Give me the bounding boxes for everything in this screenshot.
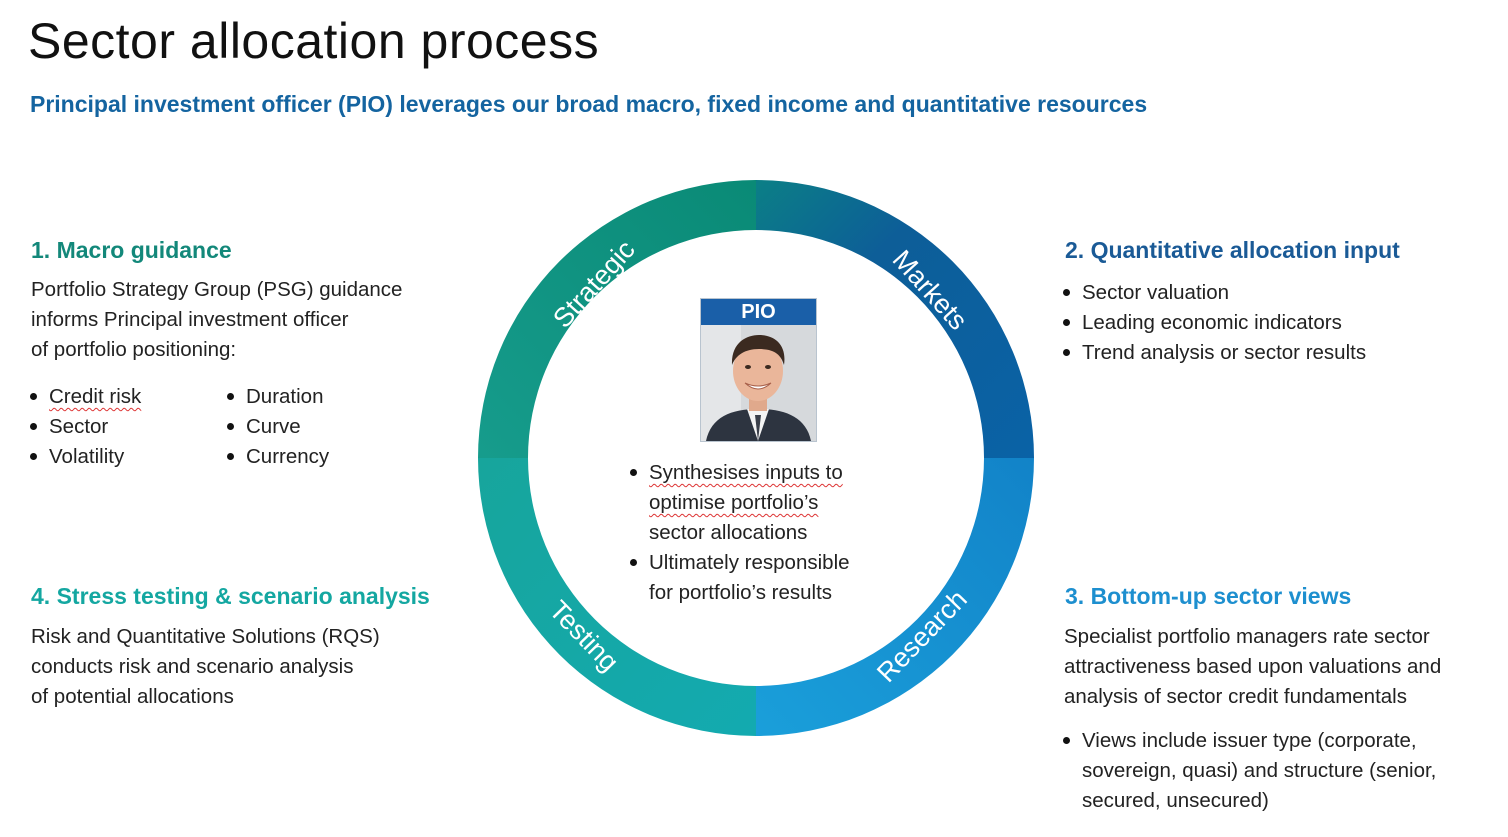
list-item: Sector: [27, 412, 141, 442]
page-subtitle: Principal investment officer (PIO) lever…: [30, 91, 1148, 117]
process-cycle-ring: Strategic Markets Research Testing: [478, 180, 1034, 736]
section1-line: informs Principal investment officer: [31, 308, 349, 331]
list-item: Trend analysis or sector results: [1060, 338, 1366, 368]
list-item: Credit risk: [27, 382, 141, 412]
list-item: Duration: [224, 382, 329, 412]
person-portrait-icon: [701, 325, 816, 441]
section3-text: Specialist portfolio managers rate secto…: [1064, 622, 1441, 712]
section1-text: Portfolio Strategy Group (PSG) guidance …: [31, 275, 402, 365]
section3-line: analysis of sector credit fundamentals: [1064, 685, 1407, 708]
page-title: Sector allocation process: [28, 13, 600, 69]
list-item: Leading economic indicators: [1060, 308, 1366, 338]
section1-heading: 1. Macro guidance: [31, 237, 232, 263]
list-item: Synthesises inputs to optimise portfolio…: [627, 458, 850, 548]
section2-bullets: Sector valuation Leading economic indica…: [1060, 278, 1366, 368]
ring-segment-research: [756, 458, 1034, 736]
ring-segment-strategic: [478, 180, 756, 458]
section1-bullets-right: Duration Curve Currency: [224, 382, 329, 472]
list-item: Ultimately responsible for portfolio’s r…: [627, 548, 850, 608]
section1-bullets-left: Credit risk Sector Volatility: [27, 382, 141, 472]
section4-line: Risk and Quantitative Solutions (RQS): [31, 625, 380, 648]
section3-line: Specialist portfolio managers rate secto…: [1064, 625, 1430, 648]
section4-line: conducts risk and scenario analysis: [31, 655, 354, 678]
list-item: Views include issuer type (corporate, so…: [1060, 726, 1436, 816]
section4-text: Risk and Quantitative Solutions (RQS) co…: [31, 622, 380, 712]
list-item: Currency: [224, 442, 329, 472]
section3-heading: 3. Bottom-up sector views: [1065, 583, 1352, 609]
section1-line: of portfolio positioning:: [31, 338, 237, 361]
section3-bullets: Views include issuer type (corporate, so…: [1060, 726, 1436, 816]
section4-heading: 4. Stress testing & scenario analysis: [31, 583, 430, 609]
pio-portrait-card: PIO: [700, 298, 817, 442]
section1-line: Portfolio Strategy Group (PSG) guidance: [31, 278, 403, 301]
list-item: Volatility: [27, 442, 141, 472]
list-item: Sector valuation: [1060, 278, 1366, 308]
section2-heading: 2. Quantitative allocation input: [1065, 237, 1400, 263]
ring-segment-markets: [756, 180, 1034, 458]
pio-responsibilities: Synthesises inputs to optimise portfolio…: [627, 458, 850, 608]
section4-line: of potential allocations: [31, 685, 234, 708]
list-item: Curve: [224, 412, 329, 442]
pio-badge: PIO: [701, 299, 816, 325]
section3-line: attractiveness based upon valuations and: [1064, 655, 1442, 678]
ring-segment-testing: [478, 458, 756, 736]
